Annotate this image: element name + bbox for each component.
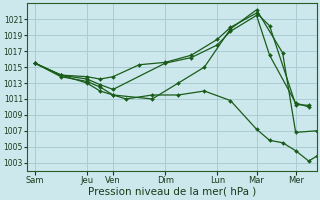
- X-axis label: Pression niveau de la mer( hPa ): Pression niveau de la mer( hPa ): [88, 187, 256, 197]
